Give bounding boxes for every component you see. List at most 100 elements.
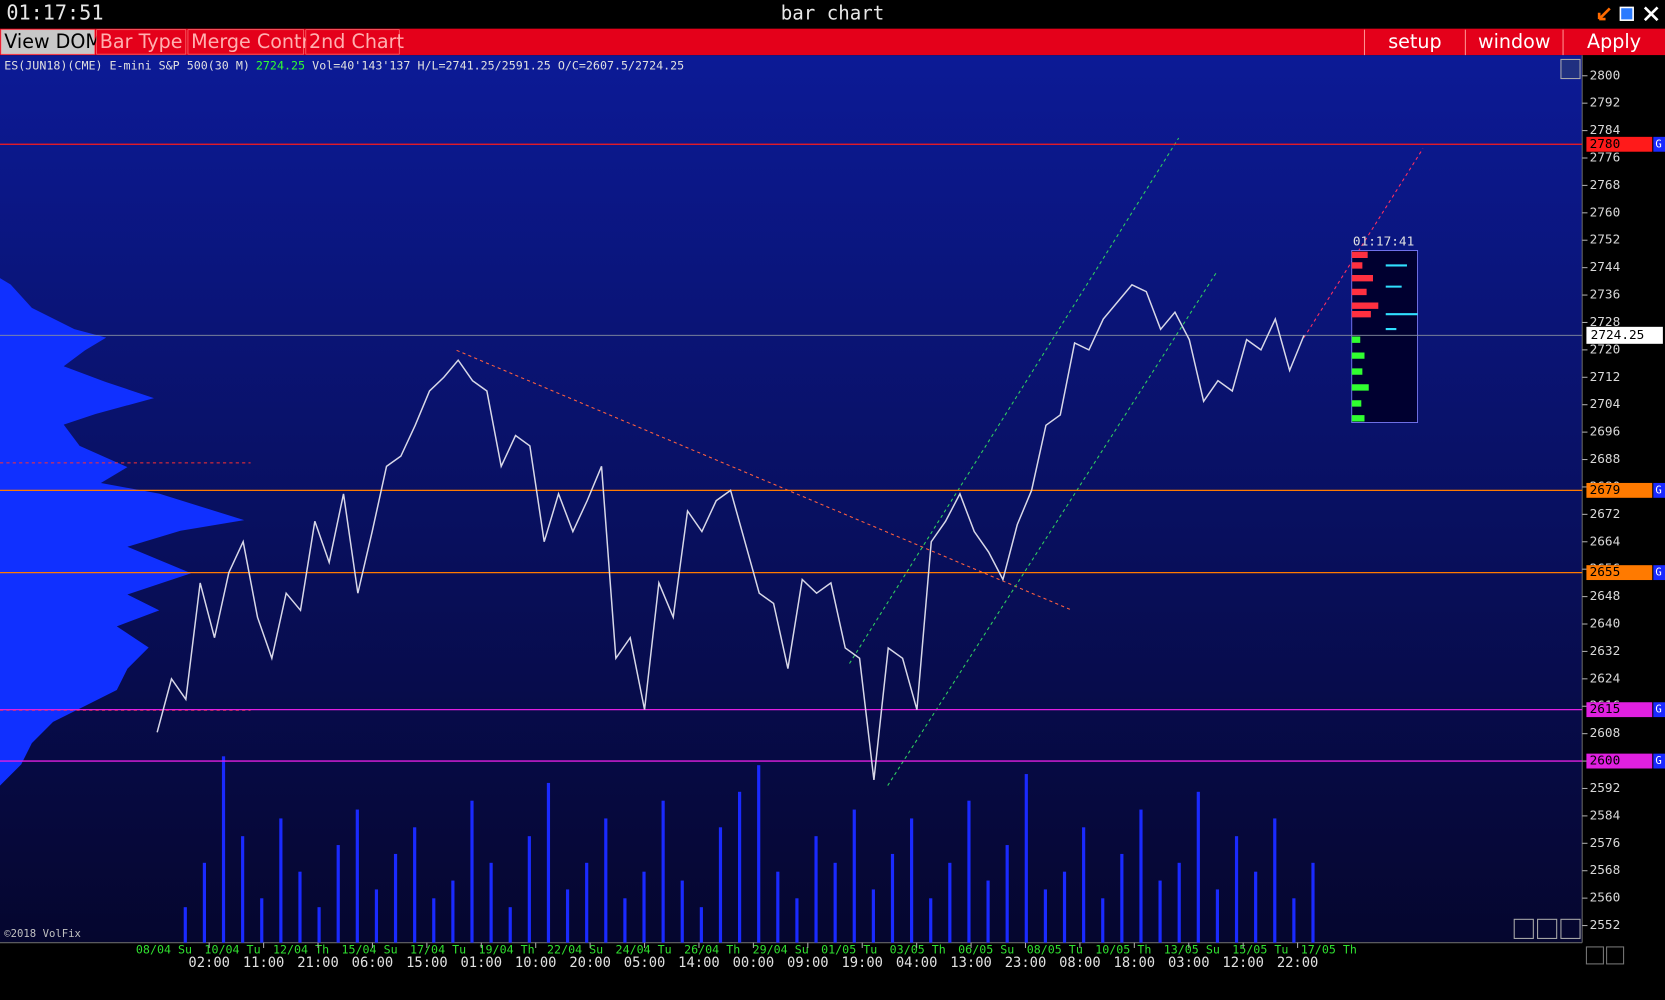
time-label: 18:00 (1114, 955, 1156, 971)
date-label: 26/04 Th (684, 943, 740, 957)
volume-bar (298, 871, 302, 943)
stats: Vol=40'143'137 H/L=2741.25/2591.25 O/C=2… (312, 58, 684, 72)
time-label: 02:00 (188, 955, 230, 971)
date-label: 12/04 Th (273, 943, 329, 957)
volume-bar (1043, 889, 1047, 943)
tab[interactable] (187, 29, 305, 55)
tab-label[interactable]: 2nd Chart (309, 30, 405, 53)
close-button[interactable] (1643, 6, 1659, 22)
time-label: 23:00 (1005, 955, 1047, 971)
date-label: 13/05 Su (1164, 943, 1220, 957)
level-tag (1586, 565, 1653, 581)
scroll-right[interactable] (1606, 946, 1625, 965)
y-tick-label: 2696 (1590, 425, 1621, 440)
volume-bar (374, 889, 379, 943)
volume-bar (1024, 774, 1028, 943)
layout-icon[interactable] (1513, 918, 1534, 939)
time-label: 09:00 (787, 955, 829, 971)
volume-bar (680, 880, 684, 943)
date-label: 15/04 Su (341, 943, 397, 957)
time-label: 00:00 (733, 955, 775, 971)
date-label: 08/05 Tu (1027, 943, 1083, 957)
tab[interactable] (0, 29, 95, 55)
y-tick-label: 2792 (1590, 96, 1621, 111)
level-tag (1586, 702, 1653, 718)
volume-bar (795, 898, 799, 943)
volume-bar (1062, 871, 1067, 943)
volume-bar (776, 871, 780, 943)
date-label: 10/04 Tu (204, 943, 260, 957)
volume-bar (737, 791, 742, 943)
layout-icon[interactable] (1537, 918, 1558, 939)
y-tick-label: 2608 (1590, 726, 1621, 741)
tab[interactable] (305, 29, 400, 55)
volume-bar (432, 898, 436, 943)
volume-bar (967, 800, 971, 943)
last-price-label: 2724.25 (1591, 328, 1645, 343)
volume-bar (910, 818, 914, 943)
scroll-left[interactable] (1585, 946, 1604, 965)
tab-label[interactable]: Merge Contr (191, 30, 309, 53)
time-label: 03:00 (1168, 955, 1210, 971)
volume-bar (1273, 818, 1277, 943)
y-tick-label: 2704 (1590, 397, 1621, 412)
tab-label[interactable]: View DOM (4, 30, 102, 53)
volume-bar (1139, 809, 1143, 943)
level-label: 2679 (1590, 483, 1621, 498)
level-flag: G (1655, 754, 1661, 767)
title-bar (0, 0, 1665, 29)
volume-bar (623, 898, 627, 943)
date-label: 22/04 Su (547, 943, 603, 957)
date-label: 10/05 Th (1095, 943, 1151, 957)
y-tick-label: 2776 (1590, 150, 1621, 165)
level-label: 2780 (1590, 137, 1621, 152)
level-tag (1586, 753, 1653, 769)
trend-channel (849, 137, 1180, 664)
maximize-button[interactable] (1619, 6, 1634, 21)
level-flag-box (1653, 482, 1665, 498)
layout-icon[interactable] (1560, 918, 1581, 939)
level-label: 2600 (1590, 754, 1621, 769)
volume-profile (0, 278, 245, 786)
volume-bar (413, 827, 417, 943)
window-title: bar chart (781, 1, 885, 24)
level-flag-box (1653, 702, 1665, 718)
volume-bar (336, 845, 340, 943)
y-tick-label: 2568 (1590, 863, 1621, 878)
toolbar-button[interactable]: setup (1388, 30, 1441, 53)
volume-bar (986, 880, 990, 943)
volume-bar (1120, 853, 1124, 943)
time-label: 01:00 (461, 955, 503, 971)
volume-bar (546, 782, 551, 943)
time-label: 13:00 (950, 955, 992, 971)
y-tick-label: 2744 (1590, 260, 1621, 275)
volume-bar (489, 862, 493, 943)
volume-bar (451, 880, 455, 943)
y-tick-label: 2624 (1590, 671, 1621, 686)
y-tick-label: 2560 (1590, 891, 1621, 906)
time-axis (0, 942, 1665, 1000)
tab[interactable] (96, 29, 187, 55)
price-line (156, 283, 1305, 781)
date-label: 24/04 Tu (616, 943, 672, 957)
tab-label[interactable]: Bar Type (100, 30, 183, 53)
window-controls[interactable] (1597, 6, 1659, 22)
toolbar-button[interactable]: window (1478, 30, 1551, 53)
volume-bar (241, 836, 245, 943)
y-tick-label: 2552 (1590, 918, 1621, 933)
time-label: 20:00 (569, 955, 611, 971)
draw-tool[interactable] (1560, 58, 1581, 80)
volume-bar (1101, 898, 1105, 943)
minimize-button[interactable] (1597, 7, 1611, 21)
y-tick-label: 2592 (1590, 781, 1621, 796)
y-tick-label: 2712 (1590, 370, 1621, 385)
time-label: 06:00 (352, 955, 394, 971)
volume-bar (1292, 898, 1296, 943)
volume-bar (279, 818, 283, 943)
level-tag (1586, 136, 1653, 152)
volume-bar (470, 800, 474, 943)
toolbar-button[interactable]: Apply (1587, 30, 1641, 53)
volume-bar (508, 907, 512, 943)
time-label: 04:00 (896, 955, 938, 971)
y-tick-label: 2664 (1590, 534, 1621, 549)
